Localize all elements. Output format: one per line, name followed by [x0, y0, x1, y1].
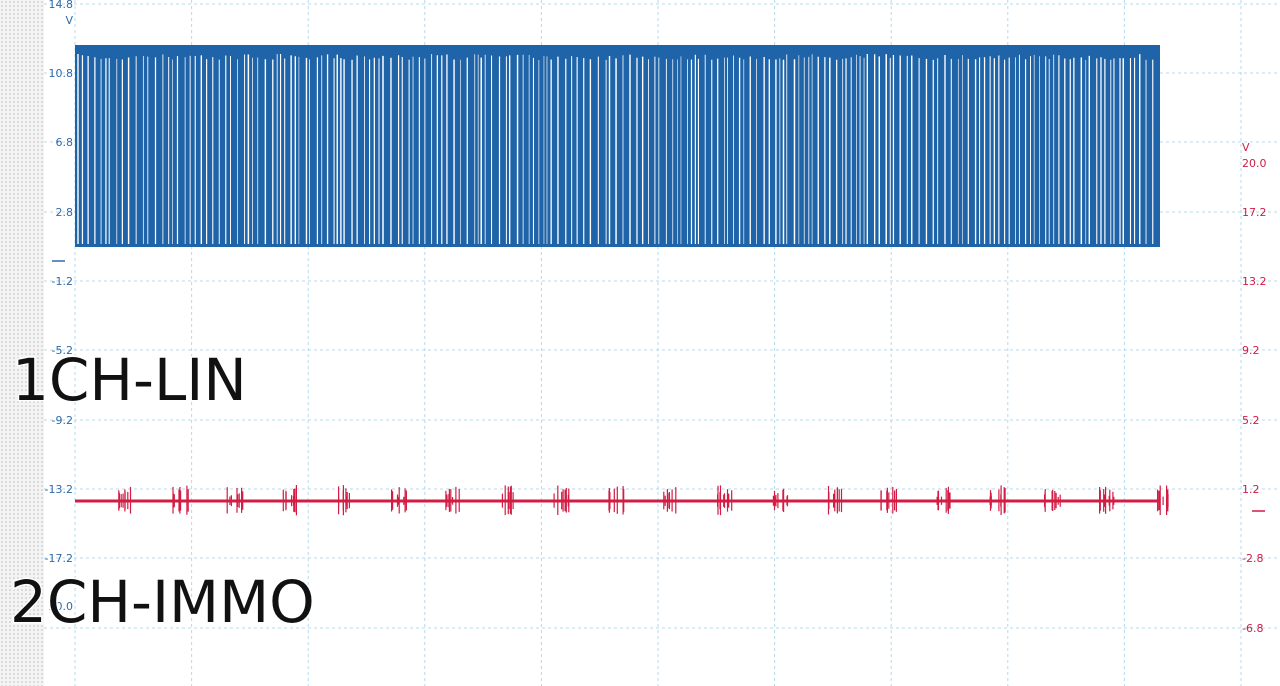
right-tick-label: 20.0 — [1242, 157, 1267, 170]
left-tick-label: -17.2 — [45, 552, 73, 565]
right-tick-label: 17.2 — [1242, 206, 1267, 219]
left-tick-label: 6.8 — [56, 136, 74, 149]
side-strip — [0, 0, 44, 686]
left-tick-label: 2.8 — [56, 206, 74, 219]
channel-2-waveform — [75, 485, 1169, 516]
left-tick-label: -9.2 — [52, 414, 73, 427]
right-tick-label: -2.8 — [1242, 552, 1263, 565]
channel-1-waveform — [75, 45, 1160, 247]
right-tick-label: 5.2 — [1242, 414, 1260, 427]
right-tick-label: -6.8 — [1242, 622, 1263, 635]
right-tick-label: 13.2 — [1242, 275, 1267, 288]
left-tick-label: -1.2 — [52, 275, 73, 288]
right-tick-label: 9.2 — [1242, 344, 1260, 357]
left-tick-label: 14.8 — [49, 0, 74, 11]
left-tick-label: -13.2 — [45, 483, 73, 496]
left-tick-label: 20.0 — [49, 600, 74, 613]
left-tick-label: -5.2 — [52, 344, 73, 357]
channel-2-label: 2CH-IMMO — [10, 568, 315, 636]
channel-1-label: 1CH-LIN — [12, 346, 247, 414]
left-axis-unit: V — [65, 14, 73, 27]
right-axis-unit: V — [1242, 141, 1250, 154]
axis-labels: 14.8 10.8 6.8 2.8 -1.2 -5.2 -9.2 -13.2 -17.2 20.0… — [45, 0, 1267, 635]
right-tick-label: 1.2 — [1242, 483, 1260, 496]
left-tick-label: 10.8 — [49, 67, 74, 80]
